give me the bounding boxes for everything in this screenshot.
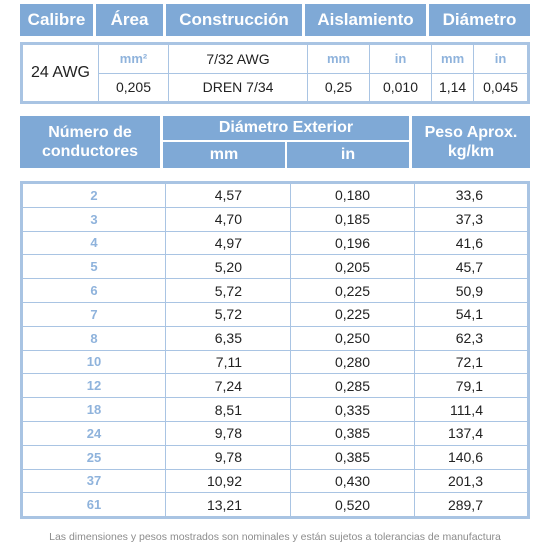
conductor-count: 7: [22, 301, 166, 327]
table-row: 5 5,20 0,205 45,7: [22, 254, 528, 280]
insulation-in-value: 0,010: [369, 72, 432, 102]
header-construccion: Construcción: [166, 4, 305, 36]
weight-kgkm: 33,6: [414, 183, 528, 208]
weight-kgkm: 41,6: [414, 230, 528, 256]
outer-diameter-in: 0,225: [290, 278, 415, 303]
diameter-mm-unit: mm: [430, 44, 475, 74]
header-peso: Peso Aprox. kg/km: [412, 116, 530, 168]
header-in: in: [340, 146, 356, 163]
spec-header-row: Calibre Área Construcción Aislamiento Di…: [20, 4, 530, 36]
outer-diameter-mm: 13,21: [165, 492, 291, 518]
insulation-mm-value: 0,25: [307, 72, 370, 102]
weight-kgkm: 289,7: [414, 492, 528, 518]
outer-diameter-in: 0,285: [290, 373, 415, 399]
weight-kgkm: 201,3: [414, 468, 528, 494]
weight-kgkm: 137,4: [414, 420, 528, 446]
outer-diameter-mm: 10,92: [165, 468, 291, 494]
weight-kgkm: 72,1: [414, 349, 528, 375]
outer-diameter-in: 0,250: [290, 325, 415, 351]
conductor-count: 12: [22, 373, 166, 399]
conductor-count: 3: [22, 206, 166, 232]
outer-diameter-mm: 5,72: [165, 278, 291, 303]
footer-note: Las dimensiones y pesos mostrados son no…: [49, 531, 501, 543]
weight-kgkm: 45,7: [414, 254, 528, 280]
diameter-in-unit: in: [473, 44, 528, 74]
table-row: 12 7,24 0,285 79,1: [22, 373, 528, 399]
conductor-count: 61: [22, 492, 166, 518]
outer-diameter-in: 0,225: [290, 301, 415, 327]
header-area: Área: [96, 4, 166, 36]
conductor-count: 10: [22, 349, 166, 375]
outer-diameter-in: 0,335: [290, 397, 415, 422]
header-calibre: Calibre: [20, 4, 96, 36]
table-row: 24 9,78 0,385 137,4: [22, 420, 528, 446]
weight-kgkm: 62,3: [414, 325, 528, 351]
header-conductores: Número de conductores: [20, 116, 163, 168]
table-row: 3 4,70 0,185 37,3: [22, 206, 528, 232]
outer-diameter-in: 0,520: [290, 492, 415, 518]
data-header-row: Número de conductores Diámetro Exterior …: [20, 116, 530, 168]
conductor-count: 18: [22, 397, 166, 422]
conductor-count: 2: [22, 183, 166, 208]
outer-diameter-mm: 8,51: [165, 397, 291, 422]
table-row: 61 13,21 0,520 289,7: [22, 492, 528, 518]
weight-kgkm: 37,3: [414, 206, 528, 232]
area-value: 0,205: [98, 72, 169, 102]
header-diametro: Diámetro: [429, 4, 530, 36]
outer-diameter-mm: 4,97: [165, 230, 291, 256]
data-table: 2 4,57 0,180 33,6 3 4,70 0,185 37,3 4 4,97 0,196 41…: [20, 181, 530, 520]
table-row: 25 9,78 0,385 140,6: [22, 444, 528, 470]
outer-diameter-mm: 4,70: [165, 206, 291, 232]
spec-table: 24 AWG mm² 7/32 AWG mm in mm in 0,205 DR…: [20, 42, 530, 104]
outer-diameter-mm: 5,72: [165, 301, 291, 327]
outer-diameter-mm: 9,78: [165, 420, 291, 446]
conductor-count: 5: [22, 254, 166, 280]
outer-diameter-in: 0,385: [290, 444, 415, 470]
conductor-count: 6: [22, 278, 166, 303]
table-row: 2 4,57 0,180 33,6: [22, 183, 528, 208]
weight-kgkm: 54,1: [414, 301, 528, 327]
outer-diameter-mm: 7,24: [165, 373, 291, 399]
conductor-count: 37: [22, 468, 166, 494]
header-diametro-exterior-group: Diámetro Exterior mm in: [163, 116, 412, 168]
outer-diameter-mm: 6,35: [165, 325, 291, 351]
weight-kgkm: 50,9: [414, 278, 528, 303]
conductor-count: 24: [22, 420, 166, 446]
header-diametro-exterior: Diámetro Exterior: [163, 116, 409, 142]
outer-diameter-in: 0,180: [290, 183, 415, 208]
conductor-count: 8: [22, 325, 166, 351]
outer-diameter-mm: 7,11: [165, 349, 291, 375]
construction-bottom: DREN 7/34: [168, 72, 308, 102]
header-mm: mm: [163, 142, 287, 168]
outer-diameter-in: 0,185: [290, 206, 415, 232]
insulation-mm-unit: mm: [307, 44, 370, 74]
table-row: 37 10,92 0,430 201,3: [22, 468, 528, 494]
table-row: 18 8,51 0,335 111,4: [22, 397, 528, 422]
weight-kgkm: 111,4: [414, 397, 528, 422]
weight-kgkm: 140,6: [414, 444, 528, 470]
insulation-in-unit: in: [369, 44, 432, 74]
outer-diameter-in: 0,385: [290, 420, 415, 446]
table-row: 10 7,11 0,280 72,1: [22, 349, 528, 375]
outer-diameter-mm: 4,57: [165, 183, 291, 208]
table-row: 8 6,35 0,250 62,3: [22, 325, 528, 351]
diameter-mm-value: 1,14: [430, 72, 475, 102]
outer-diameter-in: 0,196: [290, 230, 415, 256]
table-row: 7 5,72 0,225 54,1: [22, 301, 528, 327]
outer-diameter-in: 0,205: [290, 254, 415, 280]
outer-diameter-mm: 5,20: [165, 254, 291, 280]
table-row: 6 5,72 0,225 50,9: [22, 278, 528, 303]
outer-diameter-mm: 9,78: [165, 444, 291, 470]
conductor-count: 25: [22, 444, 166, 470]
conductor-count: 4: [22, 230, 166, 256]
table-row: 4 4,97 0,196 41,6: [22, 230, 528, 256]
area-unit: mm²: [98, 44, 169, 74]
outer-diameter-in: 0,430: [290, 468, 415, 494]
outer-diameter-in: 0,280: [290, 349, 415, 375]
weight-kgkm: 79,1: [414, 373, 528, 399]
diameter-in-value: 0,045: [473, 72, 528, 102]
awg-value: 24 AWG: [22, 44, 99, 102]
construction-top: 7/32 AWG: [168, 44, 308, 74]
header-aislamiento: Aislamiento: [305, 4, 429, 36]
